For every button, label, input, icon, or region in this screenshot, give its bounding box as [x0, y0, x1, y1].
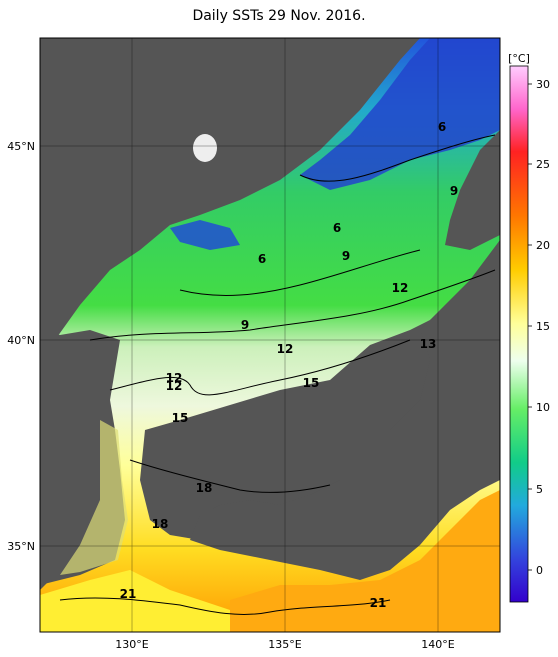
- japan-land: [190, 240, 500, 580]
- contour-label: 6: [333, 221, 341, 235]
- contour-label-group: 6 9 6 6 9 12 9 12 13 12 12 15 15 18 18 2…: [120, 120, 459, 610]
- contour-label: 12: [166, 379, 183, 393]
- contour-label: 12: [277, 342, 294, 356]
- map-area: [40, 38, 500, 632]
- colorbar-tick: 25: [536, 158, 550, 171]
- map-frame: [39, 37, 501, 633]
- lon-tick-130: 130°E: [115, 638, 148, 651]
- pacific-sea: [230, 490, 500, 632]
- colorbar: [°C] 30 25 20 15 10 5 0: [508, 52, 550, 603]
- colorbar-tick: 5: [536, 483, 543, 496]
- contour-label: 18: [196, 481, 213, 495]
- contour-label: 9: [342, 249, 350, 263]
- cold-water-region: [300, 38, 500, 190]
- contour-label: 21: [370, 596, 387, 610]
- korea-east-coast: [60, 420, 128, 575]
- lon-tick-135: 135°E: [268, 638, 301, 651]
- lon-tick-140: 140°E: [421, 638, 454, 651]
- contour-label: 18: [152, 517, 169, 531]
- colorbar-unit: [°C]: [508, 52, 530, 65]
- contour-label: 9: [241, 318, 249, 332]
- contour-label: 6: [438, 120, 446, 134]
- colorbar-tick: 0: [536, 564, 543, 577]
- contour-label: 6: [258, 252, 266, 266]
- colorbar-scale: [509, 65, 529, 603]
- colorbar-tick: 15: [536, 320, 550, 333]
- lat-tick-40: 40°N: [7, 334, 35, 347]
- contour-label: 15: [303, 376, 320, 390]
- contour-label: 12: [166, 371, 183, 385]
- ulleung-island: [193, 134, 217, 162]
- colorbar-tick: 20: [536, 239, 550, 252]
- colorbar-tick: 30: [536, 78, 550, 91]
- south-yellow-sea: [40, 570, 230, 632]
- contour-label: 15: [172, 411, 189, 425]
- contour-lines: [59, 134, 496, 615]
- graticule: [40, 38, 500, 632]
- lat-tick-35: 35°N: [7, 540, 35, 553]
- sea-region: [40, 38, 500, 632]
- cold-water-west: [170, 220, 240, 250]
- colorbar-tick: 10: [536, 401, 550, 414]
- contour-label: 9: [450, 184, 458, 198]
- contour-label: 21: [120, 587, 137, 601]
- contour-label: 12: [392, 281, 409, 295]
- contour-label: 13: [420, 337, 437, 351]
- lat-tick-45: 45°N: [7, 140, 35, 153]
- hokkaido-land: [445, 130, 500, 250]
- map-title: Daily SSTs 29 Nov. 2016.: [192, 8, 366, 24]
